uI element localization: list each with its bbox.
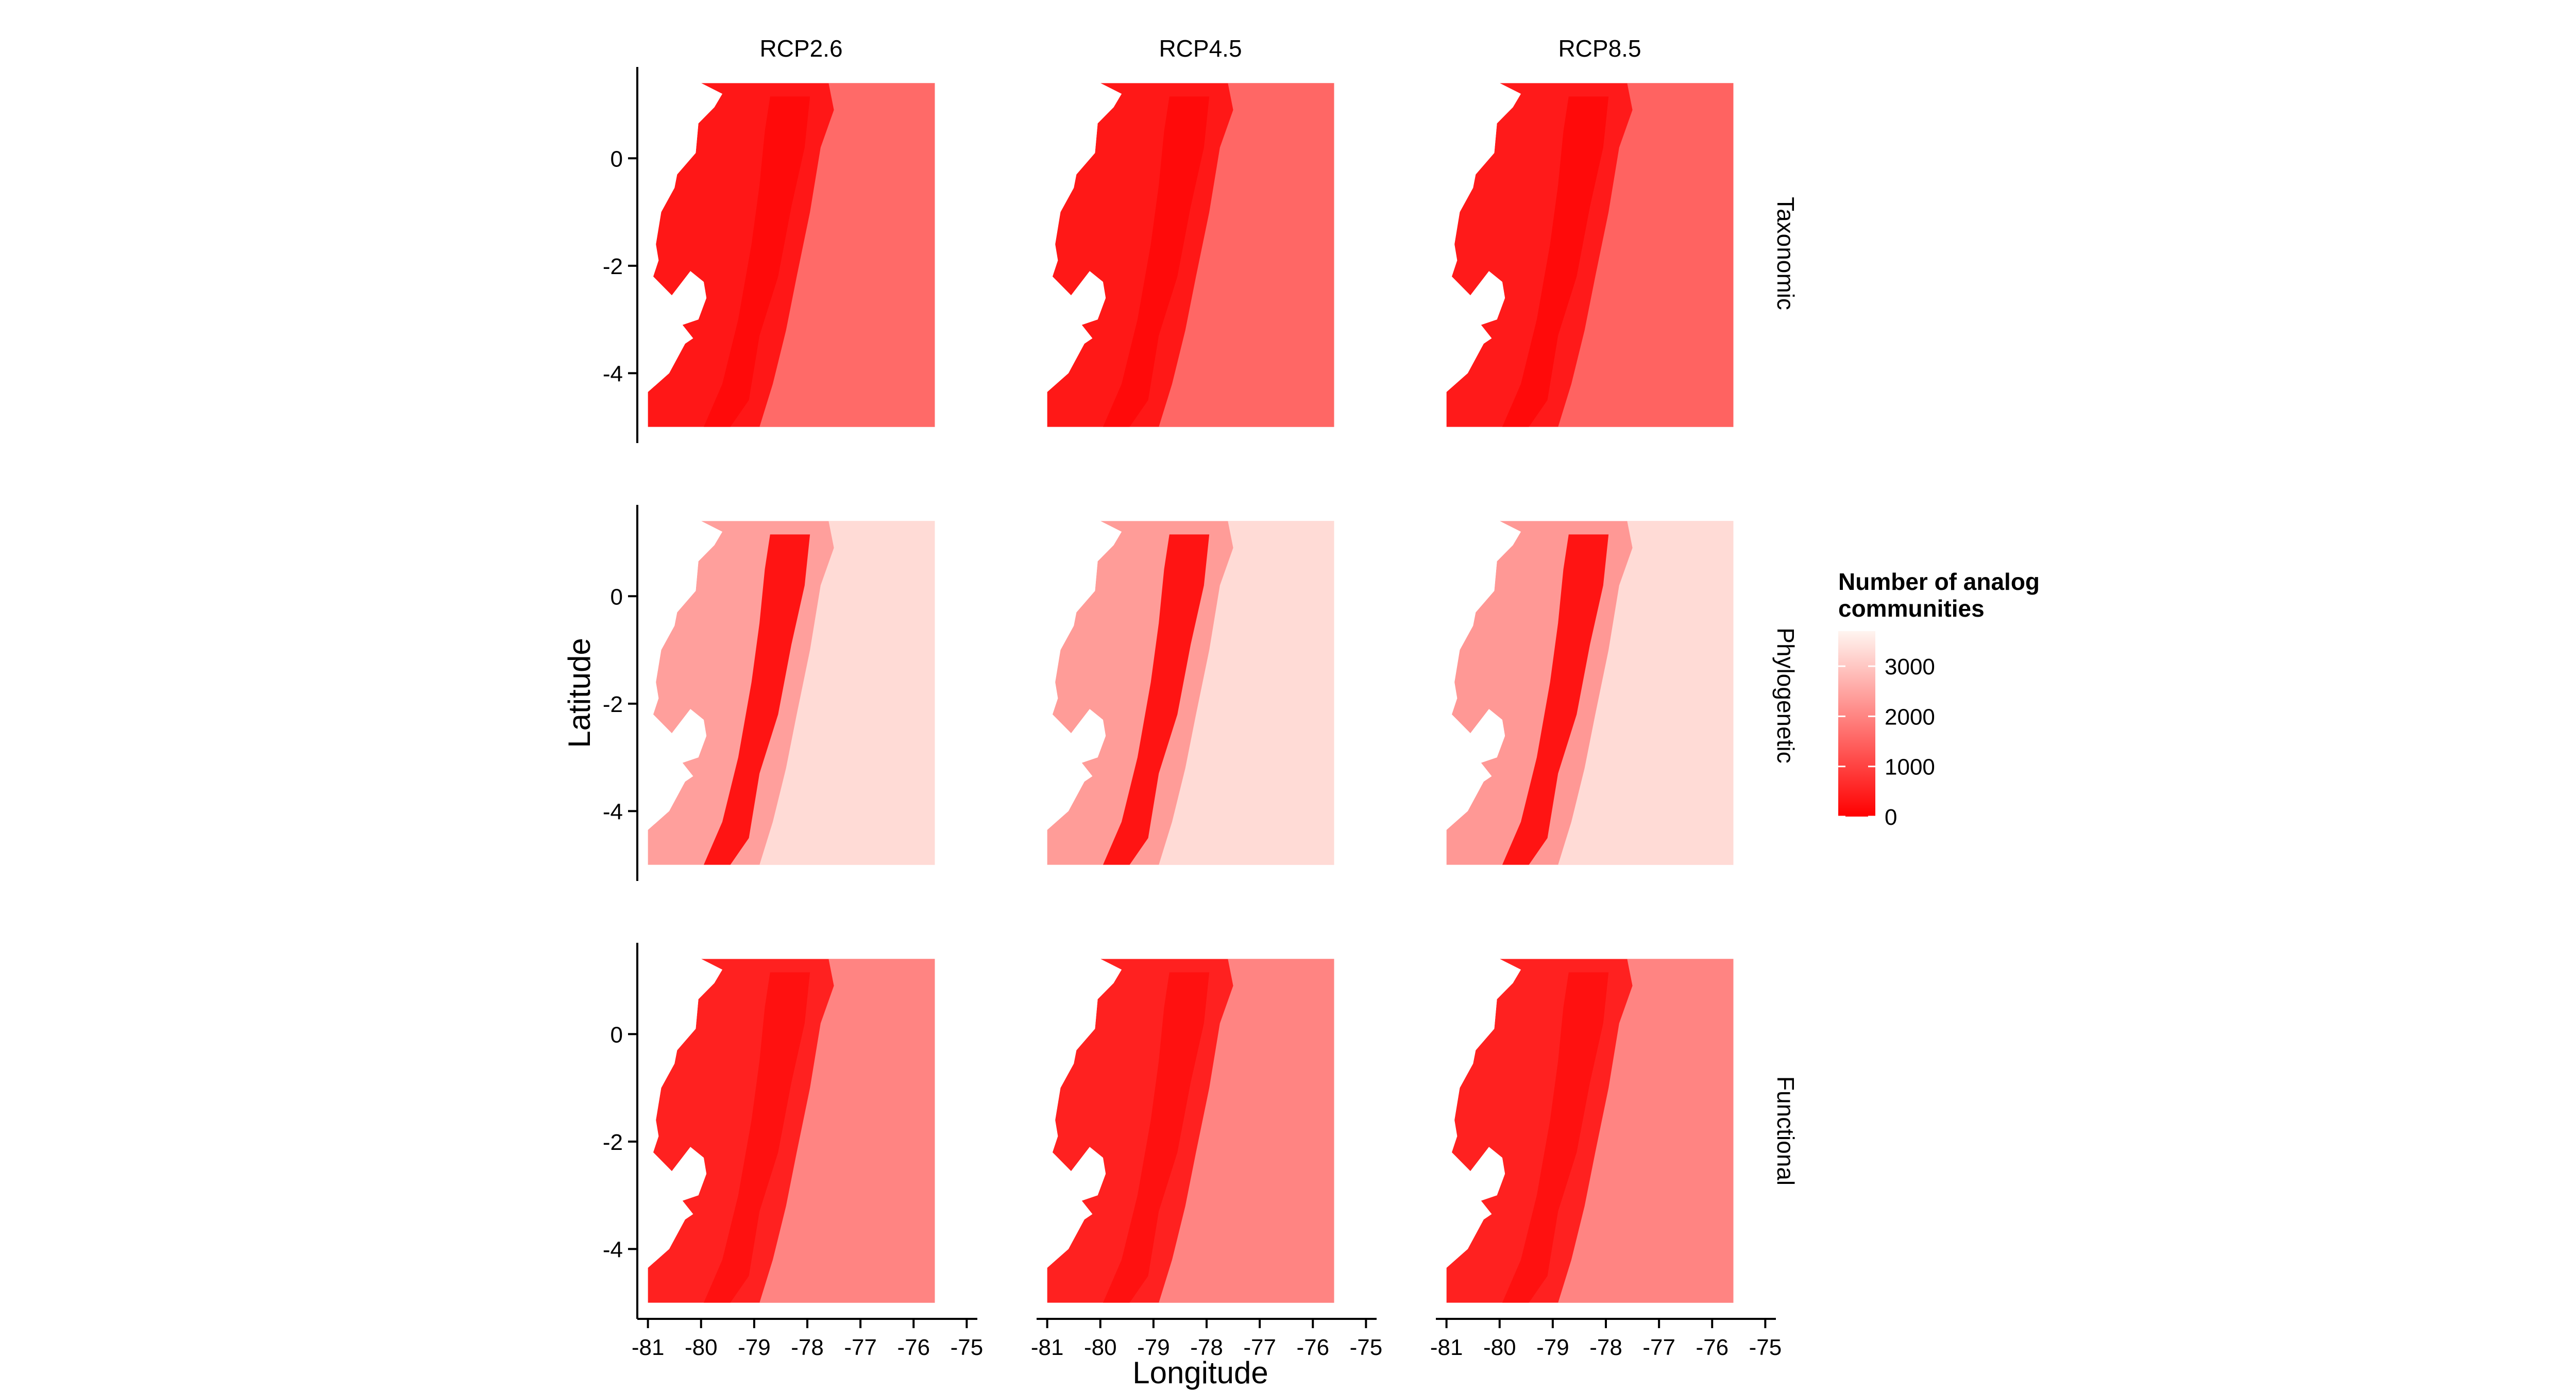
column-label-rcp26: RCP2.6 xyxy=(759,35,842,62)
heatmap-region-east xyxy=(1558,83,1734,427)
y-tick-label: 0 xyxy=(611,146,623,172)
x-tick-label: -77 xyxy=(1243,1335,1276,1360)
x-tick-label: -78 xyxy=(1589,1335,1622,1360)
heatmap-panel xyxy=(1446,959,1734,1303)
heatmap-region-east xyxy=(759,521,935,865)
x-tick-label: -76 xyxy=(1696,1335,1728,1360)
legend-title-line-2: communities xyxy=(1838,595,1985,622)
x-tick-label: -80 xyxy=(685,1335,718,1360)
heatmap-panel xyxy=(648,521,935,865)
x-tick-label: -80 xyxy=(1084,1335,1117,1360)
x-tick-label: -81 xyxy=(1430,1335,1463,1360)
y-tick-label: -4 xyxy=(603,361,623,386)
heatmap-panel xyxy=(648,959,935,1303)
x-tick-label: -81 xyxy=(1031,1335,1064,1360)
heatmap-panel xyxy=(1047,959,1334,1303)
legend: Number of analog communities 3000 2000 100… xyxy=(1838,568,2040,830)
y-tick-label: -2 xyxy=(603,254,623,279)
heatmap-region-andes xyxy=(703,534,810,865)
heatmap-panel xyxy=(1446,521,1734,865)
y-tick-label: -2 xyxy=(603,1130,623,1155)
row-label-phylogenetic: Phylogenetic xyxy=(1772,627,1799,763)
y-tick-label: -4 xyxy=(603,799,623,824)
x-tick-label: -76 xyxy=(1296,1335,1329,1360)
legend-tick-label: 0 xyxy=(1885,805,1897,830)
row-label-taxonomic: Taxonomic xyxy=(1772,197,1799,310)
heatmap-panel xyxy=(648,83,935,427)
heatmap-region-east xyxy=(1159,521,1334,865)
x-tick-label: -76 xyxy=(897,1335,930,1360)
x-tick-label: -79 xyxy=(1137,1335,1170,1360)
heatmap-region-andes xyxy=(1502,534,1609,865)
heatmap-region-andes xyxy=(1103,534,1210,865)
legend-tick-label: 3000 xyxy=(1885,654,1935,680)
heatmap-region-east xyxy=(1558,521,1734,865)
x-tick-label: -75 xyxy=(951,1335,984,1360)
x-tick-label: -81 xyxy=(632,1335,665,1360)
heatmap-region-east xyxy=(1159,959,1334,1303)
column-label-rcp85: RCP8.5 xyxy=(1558,35,1641,62)
x-axis-title: Longitude xyxy=(1132,1355,1268,1390)
heatmap-region-andes xyxy=(1103,96,1210,427)
heatmap-region-andes xyxy=(1103,972,1210,1303)
x-tick-label: -80 xyxy=(1483,1335,1516,1360)
heatmap-panel xyxy=(1446,83,1734,427)
legend-title-line-1: Number of analog xyxy=(1838,568,2040,595)
heatmap-panels xyxy=(648,83,1734,1303)
y-tick-label: -4 xyxy=(603,1237,623,1262)
column-label-rcp45: RCP4.5 xyxy=(1159,35,1242,62)
heatmap-region-andes xyxy=(1502,972,1609,1303)
x-tick-label: -78 xyxy=(791,1335,824,1360)
heatmap-region-east xyxy=(1558,959,1734,1303)
legend-gradient xyxy=(1838,631,1875,817)
heatmap-panel xyxy=(1047,83,1334,427)
legend-tick-label: 2000 xyxy=(1885,704,1935,730)
x-tick-label: -79 xyxy=(1536,1335,1569,1360)
x-tick-label: -75 xyxy=(1749,1335,1782,1360)
axes: 0-2-40-2-40-2-4-81 -80 -79 -78 -77 -76 -75 -81-… xyxy=(603,67,1782,1360)
y-tick-label: 0 xyxy=(611,584,623,609)
legend-colorbar: 3000 2000 1000 0 xyxy=(1838,631,1935,830)
heatmap-region-andes xyxy=(703,972,810,1303)
heatmap-region-east xyxy=(759,83,935,427)
heatmap-region-andes xyxy=(1502,96,1609,427)
x-tick-label: -77 xyxy=(844,1335,877,1360)
y-tick-label: 0 xyxy=(611,1022,623,1047)
x-tick-label: -78 xyxy=(1190,1335,1223,1360)
heatmap-region-east xyxy=(1159,83,1334,427)
heatmap-region-andes xyxy=(703,96,810,427)
heatmap-panel xyxy=(1047,521,1334,865)
row-label-functional: Functional xyxy=(1772,1076,1799,1185)
legend-tick-label: 1000 xyxy=(1885,755,1935,780)
x-tick-label: -75 xyxy=(1350,1335,1383,1360)
y-tick-label: -2 xyxy=(603,692,623,717)
x-tick-label: -77 xyxy=(1642,1335,1675,1360)
x-tick-label: -79 xyxy=(738,1335,771,1360)
y-axis-title: Latitude xyxy=(562,638,597,748)
heatmap-region-east xyxy=(759,959,935,1303)
